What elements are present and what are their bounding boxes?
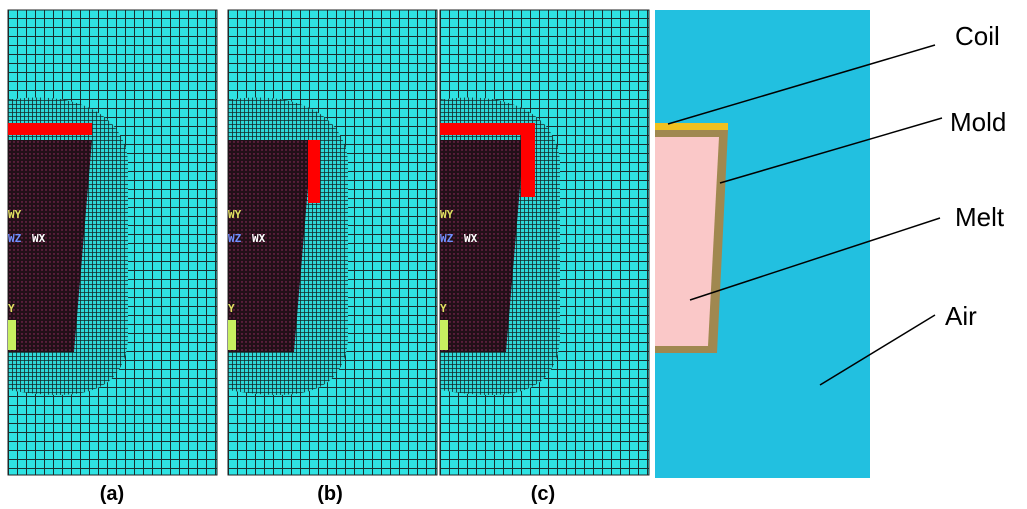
axis-label: WX [464, 232, 478, 245]
axis-label: WZ [8, 232, 22, 245]
panel-label: (a) [100, 483, 124, 505]
axis-label: WX [32, 232, 46, 245]
panel-label: (b) [317, 483, 343, 505]
callout-label: Air [945, 301, 977, 331]
axis-label: Y [8, 302, 15, 315]
axis-label: Y [440, 302, 447, 315]
axis-label: WX [252, 232, 266, 245]
axis-label: WY [440, 208, 454, 221]
axis-label: Y [228, 302, 235, 315]
panel-label: (c) [531, 483, 555, 505]
axis-label: WZ [228, 232, 242, 245]
callout-label: Coil [955, 21, 1000, 51]
callout-label: Melt [955, 202, 1005, 232]
axis-label: WZ [440, 232, 454, 245]
axis-label: WY [228, 208, 242, 221]
callout-label: Mold [950, 107, 1006, 137]
schematic [655, 10, 942, 478]
figure: WY WZ WX Y WY WZ WX Y WY WZ WX Y (a) (b)… [0, 0, 1027, 509]
axis-label: WY [8, 208, 22, 221]
